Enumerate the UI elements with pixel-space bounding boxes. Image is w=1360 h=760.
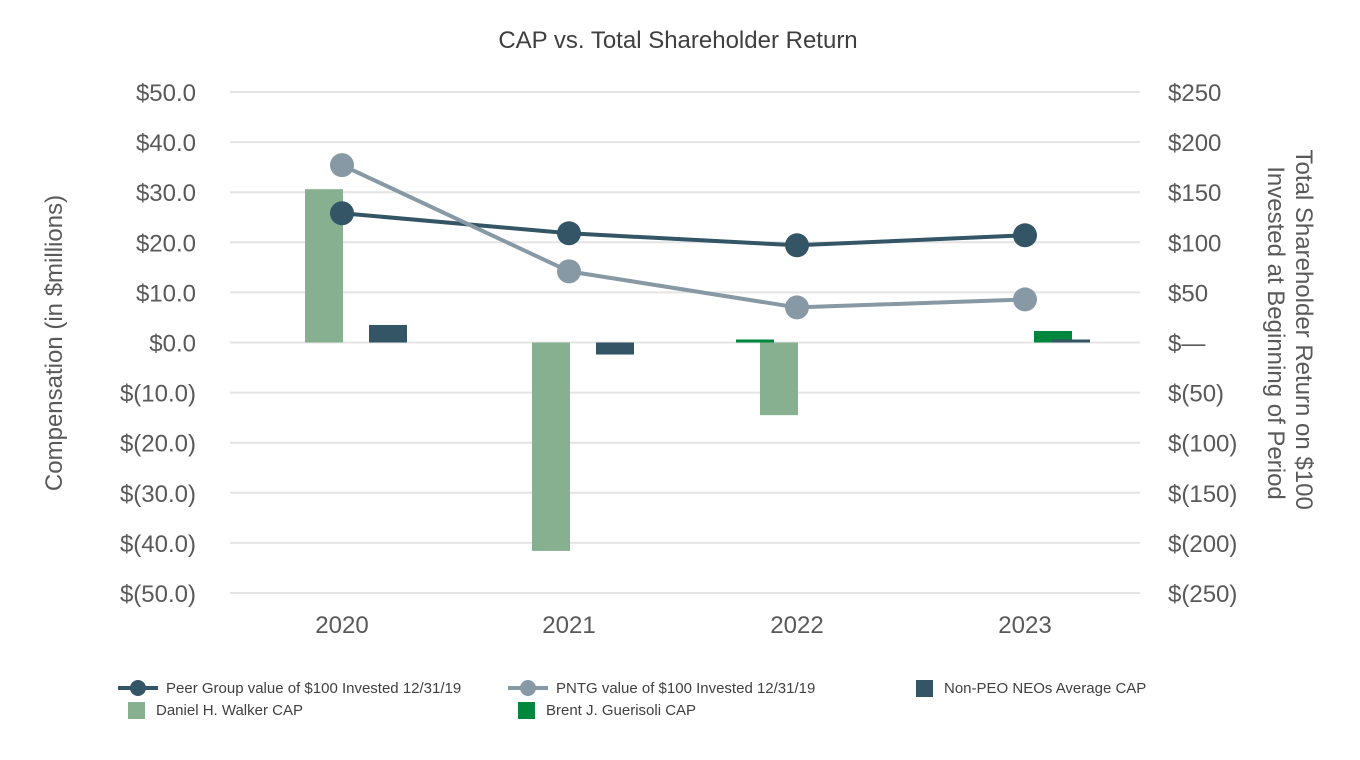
y2-tick-label: $150 bbox=[1168, 180, 1221, 207]
bar-non-peo-neos-average-cap-2020 bbox=[369, 324, 407, 343]
y2-tick-label: $(150) bbox=[1168, 481, 1237, 508]
bar-non-peo-neos-average-cap-2021 bbox=[596, 342, 634, 355]
line-pntg-value-of-100-invested-12-31-19 bbox=[341, 163, 1026, 310]
point-pntg-value-of-100-invested-12-31-19-2021 bbox=[557, 259, 581, 284]
y2-tick-label: $— bbox=[1168, 331, 1205, 358]
x-tick-label: 2021 bbox=[542, 612, 595, 639]
bar-brent-j-guerisoli-cap-2022 bbox=[736, 339, 774, 343]
point-pntg-value-of-100-invested-12-31-19-2020 bbox=[330, 153, 354, 178]
legend-item-pntg-value-of-100-invested-12-31-19: PNTG value of $100 Invested 12/31/19 bbox=[508, 680, 815, 697]
left-axis-ticks: $50.0 $40.0 $30.0 $20.0 $10.0 $0.0 $(10.0) $(20… bbox=[120, 80, 196, 608]
point-peer-group-value-of-100-invested-12-31-19-2022 bbox=[785, 233, 809, 258]
bar-daniel-h-walker-cap-2022 bbox=[760, 342, 798, 416]
legend: Peer Group value of $100 Invested 12/31/… bbox=[118, 680, 1146, 719]
x-tick-label: 2020 bbox=[315, 612, 368, 639]
y2-axis-label: Total Shareholder Return on $100 Investe… bbox=[1262, 150, 1317, 517]
line-peer-group-value-of-100-invested-12-31-19 bbox=[341, 211, 1026, 248]
legend-item-brent-j-guerisoli-cap: Brent J. Guerisoli CAP bbox=[518, 702, 696, 719]
y-tick-label: $(10.0) bbox=[120, 381, 196, 408]
y-axis-label: Compensation (in $millions) bbox=[41, 195, 68, 491]
x-axis-ticks: 2020 2021 2022 2023 bbox=[315, 612, 1051, 639]
y-tick-label: $(40.0) bbox=[120, 531, 196, 558]
bar-daniel-h-walker-cap-2021 bbox=[532, 342, 570, 551]
bar-series-group bbox=[305, 189, 1090, 551]
y2-axis-label-line1: Total Shareholder Return on $100 bbox=[1290, 150, 1317, 510]
y-tick-label: $0.0 bbox=[149, 331, 196, 358]
legend-bar-swatch bbox=[128, 702, 145, 719]
x-tick-label: 2023 bbox=[998, 612, 1051, 639]
y2-axis-label-line2: Invested at Beginning of Period bbox=[1262, 166, 1289, 500]
legend-marker-swatch bbox=[130, 680, 146, 696]
legend-item-non-peo-neos-average-cap: Non-PEO NEOs Average CAP bbox=[916, 680, 1146, 697]
gridlines bbox=[230, 91, 1140, 594]
chart-title: CAP vs. Total Shareholder Return bbox=[498, 27, 857, 54]
line-series-group bbox=[330, 153, 1037, 320]
legend-item-daniel-h-walker-cap: Daniel H. Walker CAP bbox=[128, 702, 303, 719]
legend-marker-swatch bbox=[520, 680, 536, 696]
point-pntg-value-of-100-invested-12-31-19-2022 bbox=[785, 295, 809, 320]
bar-brent-j-guerisoli-cap-2023 bbox=[1034, 330, 1072, 343]
right-axis-ticks: $250 $200 $150 $100 $50 $— $(50) $(100) $(150) $(… bbox=[1168, 80, 1237, 608]
y-tick-label: $(30.0) bbox=[120, 481, 196, 508]
legend-label: PNTG value of $100 Invested 12/31/19 bbox=[556, 680, 815, 697]
y2-tick-label: $50 bbox=[1168, 280, 1208, 307]
y2-tick-label: $100 bbox=[1168, 230, 1221, 257]
y-tick-label: $40.0 bbox=[136, 130, 196, 157]
y-tick-label: $(20.0) bbox=[120, 431, 196, 458]
legend-bar-swatch bbox=[518, 702, 535, 719]
y-tick-label: $(50.0) bbox=[120, 581, 196, 608]
y-tick-label: $20.0 bbox=[136, 230, 196, 257]
point-peer-group-value-of-100-invested-12-31-19-2023 bbox=[1013, 223, 1037, 248]
legend-label: Non-PEO NEOs Average CAP bbox=[944, 680, 1146, 697]
legend-label: Daniel H. Walker CAP bbox=[156, 702, 303, 719]
legend-label: Brent J. Guerisoli CAP bbox=[546, 702, 696, 719]
legend-item-peer-group-value-of-100-invested-12-31-19: Peer Group value of $100 Invested 12/31/… bbox=[118, 680, 461, 697]
point-peer-group-value-of-100-invested-12-31-19-2020 bbox=[330, 201, 354, 226]
y2-tick-label: $250 bbox=[1168, 80, 1221, 107]
y2-tick-label: $200 bbox=[1168, 130, 1221, 157]
y-tick-label: $10.0 bbox=[136, 280, 196, 307]
bar-non-peo-neos-average-cap-2023 bbox=[1052, 339, 1090, 343]
y2-tick-label: $(200) bbox=[1168, 531, 1237, 558]
x-tick-label: 2022 bbox=[770, 612, 823, 639]
legend-label: Peer Group value of $100 Invested 12/31/… bbox=[166, 680, 461, 697]
y2-tick-label: $(100) bbox=[1168, 431, 1237, 458]
y2-tick-label: $(50) bbox=[1168, 381, 1224, 408]
y2-tick-label: $(250) bbox=[1168, 581, 1237, 608]
y-tick-label: $30.0 bbox=[136, 180, 196, 207]
point-peer-group-value-of-100-invested-12-31-19-2021 bbox=[557, 221, 581, 246]
legend-bar-swatch bbox=[916, 680, 933, 697]
point-pntg-value-of-100-invested-12-31-19-2023 bbox=[1013, 287, 1037, 312]
y-tick-label: $50.0 bbox=[136, 80, 196, 107]
